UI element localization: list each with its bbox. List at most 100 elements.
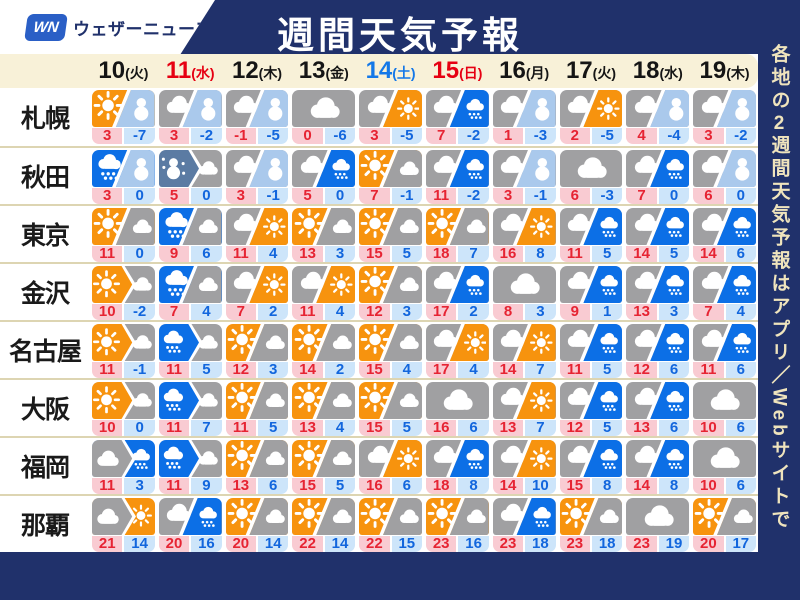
cloud-glyph <box>571 154 611 181</box>
high-temp: 20 <box>225 536 256 552</box>
temp-band: 9 6 <box>158 246 222 262</box>
forecast-cell: 13 3 <box>292 206 356 262</box>
low-temp: -1 <box>258 188 289 204</box>
temp-band: 5 0 <box>158 188 222 204</box>
temp-band: 10 0 <box>92 420 155 436</box>
temp-band: 11 7 <box>158 420 222 436</box>
temp-band: 13 3 <box>292 246 356 262</box>
cloud-glyph <box>464 215 487 237</box>
cloud-glyph <box>629 211 663 233</box>
sun-then-cloud-icon <box>92 324 155 361</box>
high-temp: 1 <box>492 128 524 144</box>
temp-band: 11 5 <box>158 362 222 378</box>
low-temp: -3 <box>591 188 623 204</box>
temp-band: 10 6 <box>693 420 756 436</box>
forecast-cell: 3 -1 <box>492 148 556 204</box>
cloud-glyph <box>495 501 529 523</box>
cloud-glyph <box>196 331 219 352</box>
cloud-sun-icon <box>225 208 289 245</box>
low-temp: -2 <box>725 128 756 144</box>
rain-glyph <box>730 328 754 358</box>
forecast-cell: 0 -6 <box>292 88 356 146</box>
cloud-snow-icon <box>492 150 556 187</box>
sun-glyph <box>530 388 554 413</box>
low-temp: 3 <box>324 246 356 262</box>
sun-cloud-icon <box>292 440 356 477</box>
cloud-glyph <box>362 93 396 115</box>
sun-cloud-icon <box>225 440 289 477</box>
sun-cloud-icon <box>359 266 422 303</box>
rain-glyph <box>663 444 687 474</box>
sun-cloud-icon <box>225 324 289 361</box>
city-row: 福岡 11 3 11 9 13 6 15 5 16 6 18 <box>0 436 758 494</box>
low-temp: 8 <box>658 478 690 494</box>
low-temp: 6 <box>725 420 756 436</box>
city-row: 東京 11 0 9 6 11 4 13 3 15 5 18 <box>0 204 758 262</box>
rain-glyph <box>730 270 754 300</box>
temp-band: 11 5 <box>559 362 623 378</box>
date-header-18: 18 (水) <box>632 57 683 84</box>
low-temp: 18 <box>525 536 556 552</box>
snow-glyph <box>731 94 754 124</box>
forecast-cell: 3 -1 <box>225 148 289 204</box>
cloud-glyph <box>196 273 219 295</box>
low-temp: -2 <box>458 128 489 144</box>
sun-glyph <box>263 214 286 239</box>
cloud-glyph <box>330 331 353 353</box>
low-temp: 0 <box>725 188 756 204</box>
sun-glyph <box>427 209 457 239</box>
high-temp: 13 <box>492 420 524 436</box>
temp-band: 11 5 <box>559 246 623 262</box>
high-temp: 13 <box>626 304 657 320</box>
sun-cloud-icon <box>92 208 155 245</box>
low-temp: -1 <box>391 188 422 204</box>
sun-glyph <box>294 383 324 413</box>
cloud-glyph <box>397 273 420 295</box>
low-temp: 5 <box>391 420 422 436</box>
sun-snow-icon <box>92 90 155 127</box>
forecast-cell: 1 -3 <box>492 88 556 146</box>
rain-glyph <box>597 386 621 416</box>
cloud-rain-icon <box>559 324 623 361</box>
low-temp: -2 <box>124 304 155 320</box>
high-temp: 20 <box>693 536 724 552</box>
temp-band: 0 -6 <box>292 128 356 144</box>
temp-band: -1 -5 <box>225 128 289 144</box>
cloud-glyph <box>330 505 353 527</box>
forecast-cell: 14 5 <box>626 206 690 262</box>
high-temp: 14 <box>492 478 524 494</box>
forecast-cell: 16 8 <box>492 206 556 262</box>
city-label: 那覇 <box>20 512 70 540</box>
high-temp: 13 <box>292 420 323 436</box>
forecast-cell: 20 16 <box>158 496 222 552</box>
forecast-cell: 15 5 <box>359 380 422 436</box>
rain-glyph <box>160 384 187 415</box>
cloud-glyph <box>704 386 744 413</box>
temp-band: 12 6 <box>626 362 690 378</box>
temp-band: 15 5 <box>359 246 422 262</box>
temp-band: 22 15 <box>359 536 422 552</box>
city-row: 那覇 21 14 20 16 20 14 22 14 22 15 23 <box>0 494 758 552</box>
temp-band: 18 8 <box>425 478 489 494</box>
high-temp: 14 <box>492 362 524 378</box>
cloud-glyph <box>362 443 396 465</box>
date-header-13: 13 (金) <box>298 57 349 84</box>
low-temp: -2 <box>191 128 222 144</box>
cloud-glyph <box>629 327 663 349</box>
temp-band: 5 0 <box>292 188 356 204</box>
temp-band: 16 6 <box>359 478 422 494</box>
low-temp: 5 <box>258 420 289 436</box>
high-temp: 17 <box>425 304 457 320</box>
cloud-rain-icon <box>492 498 556 535</box>
cloud-glyph <box>130 215 153 237</box>
high-temp: 11 <box>158 478 190 494</box>
high-temp: 14 <box>626 246 657 262</box>
low-temp: 9 <box>191 478 222 494</box>
cloud-rain-icon <box>626 208 690 245</box>
snow-glyph <box>130 94 153 124</box>
forecast-cell: 7 2 <box>225 264 289 320</box>
temp-band: 3 -2 <box>158 128 222 144</box>
rain-glyph <box>663 154 687 184</box>
temp-band: 12 3 <box>359 304 422 320</box>
date-header-12: 12 (木) <box>231 57 282 84</box>
